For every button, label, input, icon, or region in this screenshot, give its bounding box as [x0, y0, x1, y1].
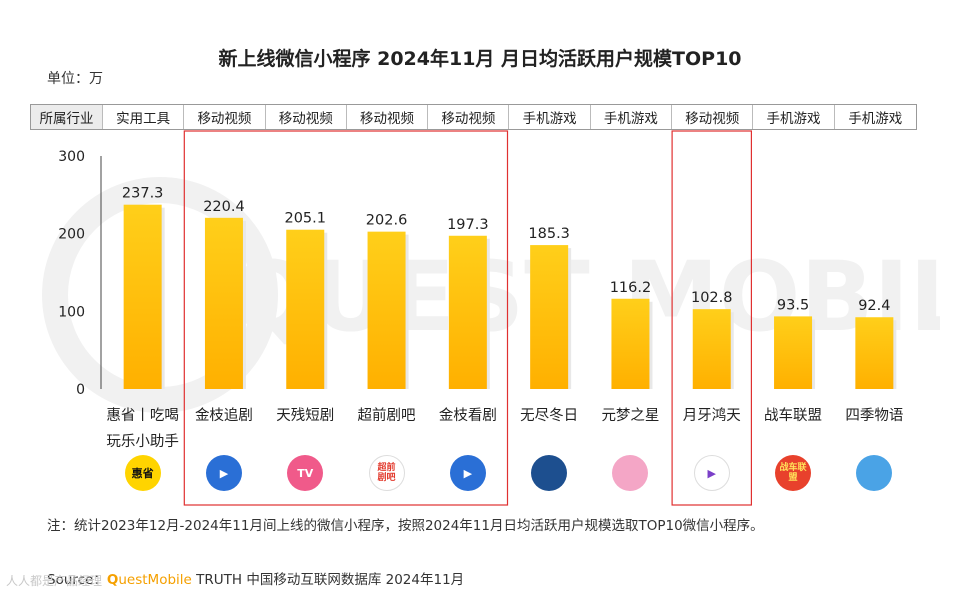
bar [855, 317, 894, 389]
category-label: 金枝追剧 [195, 407, 253, 424]
data-label: 205.1 [284, 211, 326, 227]
source-suffix: TRUTH 中国移动互联网数据库 2024年11月 [191, 572, 465, 588]
jinzhi-kanju-app-icon: ▶ [449, 455, 486, 491]
industry-cell: 手机游戏 [509, 105, 591, 129]
category-label: 惠省丨吃喝 [106, 407, 179, 424]
chart-title: 新上线微信小程序 2024年11月 月日均活跃用户规模TOP10 [218, 48, 742, 70]
category-label: 月牙鸿天 [683, 407, 741, 424]
chaoqian-juba-app-icon: 超前剧吧 [368, 455, 405, 491]
industry-row: 所属行业 实用工具 移动视频 移动视频 移动视频 移动视频 手机游戏 手机游戏 移动视频 手机游… [30, 104, 917, 130]
industry-cell: 手机游戏 [591, 105, 673, 129]
siji-wuyu-app-icon [856, 455, 893, 491]
bar [692, 309, 731, 389]
yueya-hongtian-app-icon: ▶ [693, 455, 730, 491]
data-label: 102.8 [691, 290, 733, 306]
wujin-dongri-app-icon [531, 455, 568, 491]
industry-cell: 手机游戏 [848, 111, 903, 127]
data-label: 197.3 [447, 217, 489, 233]
data-label: 202.6 [366, 213, 408, 229]
source-brand-q: Q [106, 572, 119, 588]
data-label: 185.3 [528, 226, 570, 242]
industry-cell: 移动视频 [184, 105, 266, 129]
jinzhi-zhuiju-app-icon: ▶ [205, 455, 242, 491]
highlight-box [183, 130, 509, 506]
source-line: Source：QuestMobile TRUTH 中国移动互联网数据库 2024… [47, 568, 464, 588]
bar [367, 231, 406, 389]
industry-header: 所属行业 [31, 105, 103, 129]
y-tick-label: 200 [58, 227, 85, 243]
data-label: 116.2 [610, 280, 652, 296]
category-label: 元梦之星 [601, 407, 659, 424]
bar [774, 316, 813, 389]
source-brand: uestMobile [118, 572, 192, 588]
data-label: 93.5 [777, 297, 809, 313]
industry-cell: 移动视频 [347, 105, 429, 129]
category-label: 天残短剧 [276, 407, 334, 424]
unit-label: 单位：万 [47, 71, 103, 87]
bar [530, 245, 569, 389]
industry-cell: 移动视频 [672, 105, 754, 129]
highlight-box [671, 130, 752, 506]
data-label: 220.4 [203, 199, 245, 215]
huisheng-app-icon: 惠省 [124, 455, 161, 491]
y-tick-label: 300 [58, 149, 85, 165]
bar [286, 229, 325, 389]
category-label: 玩乐小助手 [106, 433, 179, 450]
zhanche-lianmeng-app-icon: 战车联盟 [775, 455, 812, 491]
industry-cell: 移动视频 [428, 105, 510, 129]
category-label: 超前剧吧 [358, 407, 416, 424]
yuanmeng-zhixing-app-icon [612, 455, 649, 491]
category-label: 战车联盟 [764, 407, 822, 424]
data-label: 237.3 [122, 186, 164, 202]
footnote: 注：统计2023年12月-2024年11月间上线的微信小程序，按照2024年11… [47, 518, 764, 534]
data-label: 92.4 [858, 298, 890, 314]
category-label: 无尽冬日 [520, 407, 578, 424]
source-prefix: Source： [47, 572, 107, 588]
bar [123, 204, 162, 389]
industry-cell: 移动视频 [266, 105, 347, 129]
tiancan-duanju-app-icon: TV [287, 455, 324, 491]
y-tick-label: 0 [76, 382, 85, 398]
industry-cell: 实用工具 [103, 105, 185, 129]
bar [448, 235, 487, 389]
y-tick-label: 100 [58, 304, 85, 320]
corner-logo: 人人都是产品经理 [6, 574, 103, 588]
bar [204, 217, 243, 389]
category-label: 金枝看剧 [439, 407, 497, 424]
category-label: 四季物语 [845, 407, 903, 424]
industry-cell: 手机游戏 [753, 105, 835, 129]
bar [611, 298, 650, 389]
